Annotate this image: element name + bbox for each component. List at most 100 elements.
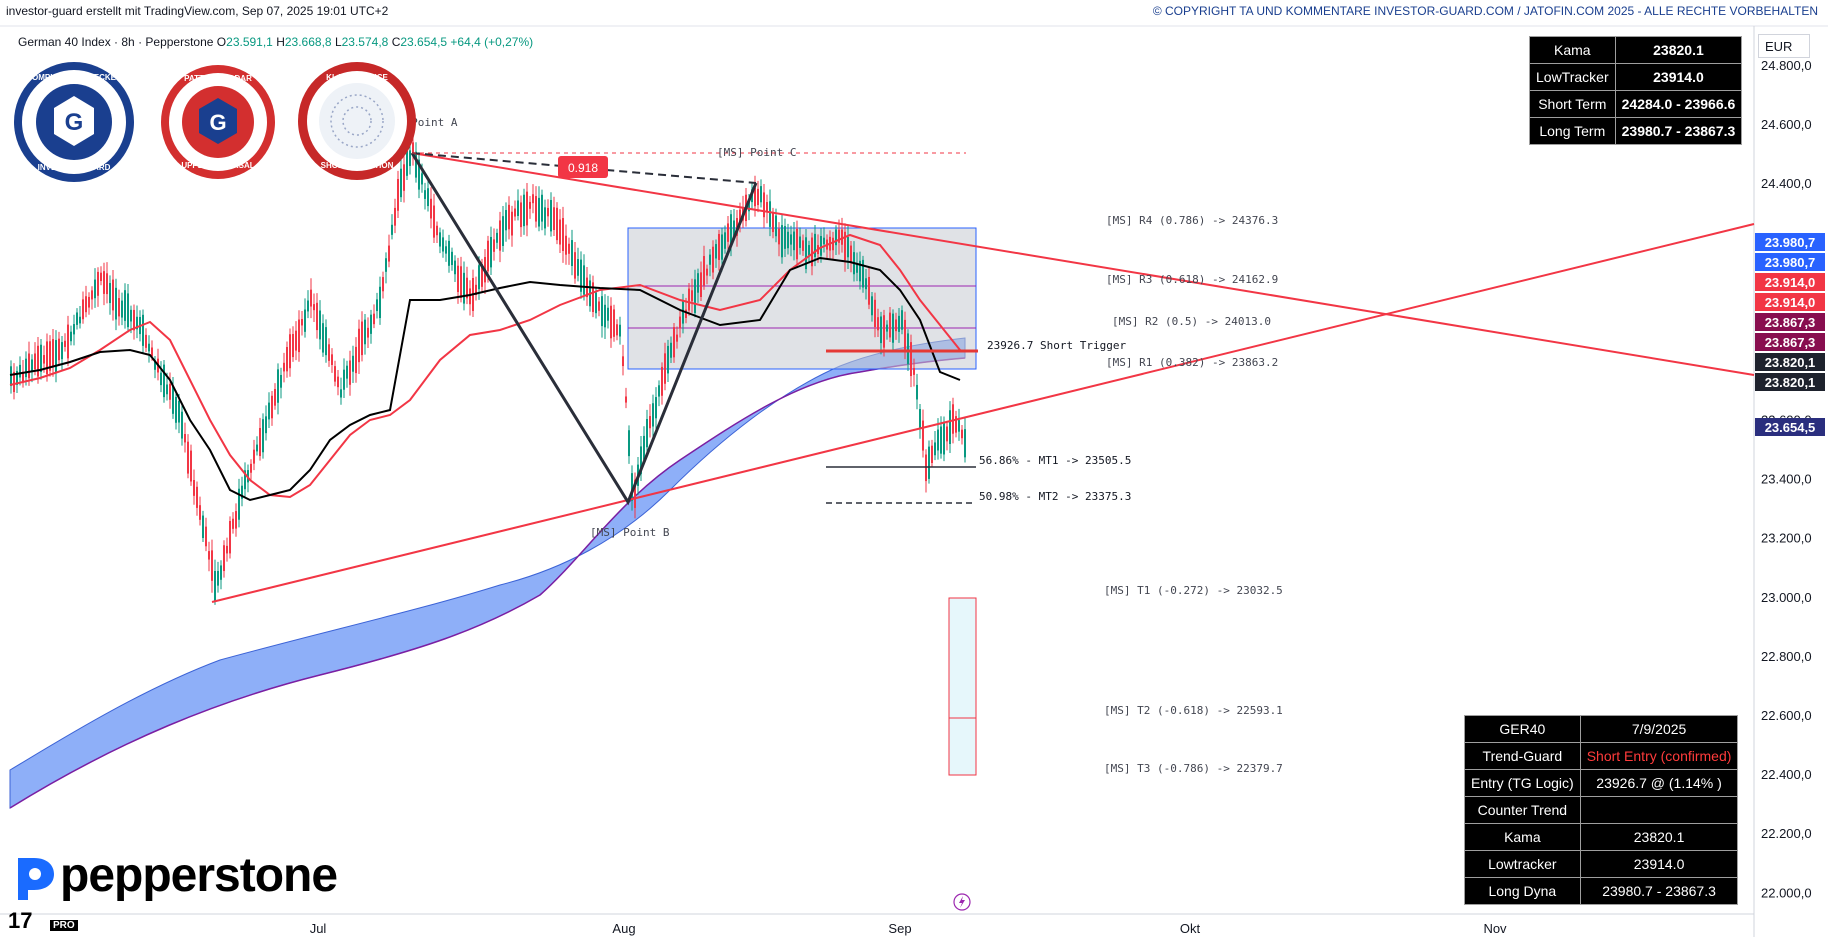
pattern-radar-badge: G PATTERN RADAR UPPER REVERSAL xyxy=(161,65,275,179)
candle-body xyxy=(964,429,966,458)
candle-body xyxy=(763,192,765,218)
candle-body xyxy=(94,279,96,299)
candle-body xyxy=(610,305,612,339)
currency-selector[interactable]: EUR xyxy=(1758,34,1810,58)
candle-body xyxy=(220,565,222,580)
trend-table-row: Entry (TG Logic) 23926.7 @ (1.14% ) xyxy=(1464,769,1739,797)
candle-body xyxy=(583,265,585,295)
candle-body xyxy=(280,374,282,388)
candle-body xyxy=(115,287,117,320)
candle-body xyxy=(376,299,378,312)
badge1-letter: G xyxy=(65,109,84,136)
candle-body xyxy=(793,231,795,251)
candle-body xyxy=(958,420,960,432)
candle-body xyxy=(862,259,864,288)
top-table-row: Short Term 24284.0 - 23966.6 xyxy=(1529,90,1743,118)
candle-body xyxy=(814,233,816,257)
price-label-bg xyxy=(1755,353,1825,371)
candle-body xyxy=(922,420,924,451)
candle-body xyxy=(85,296,87,313)
candle-body xyxy=(202,515,204,538)
candle-body xyxy=(925,454,927,482)
candle-body xyxy=(949,410,951,445)
candle-body xyxy=(595,292,597,314)
candle-body xyxy=(913,368,915,375)
candle-body xyxy=(154,360,156,370)
candle-body xyxy=(781,225,783,258)
candle-body xyxy=(541,194,543,222)
candle-body xyxy=(532,194,534,204)
lowtracker-line xyxy=(9,233,961,499)
candle-body xyxy=(199,505,201,520)
candle-body xyxy=(46,341,48,375)
candle-body xyxy=(955,416,957,433)
top-table-value: 23820.1 xyxy=(1614,36,1743,64)
lower-trendline xyxy=(211,223,1755,603)
price-tick-label: 23.000,0 xyxy=(1761,590,1812,605)
time-tick-label: Okt xyxy=(1180,921,1201,936)
price-tick-label: 22.000,0 xyxy=(1761,885,1812,900)
candle-body xyxy=(442,237,444,252)
price-tick-label: 23.400,0 xyxy=(1761,472,1812,487)
candle-body xyxy=(34,353,36,370)
candle-body xyxy=(466,277,468,299)
candle-body xyxy=(262,419,264,453)
price-label-bg xyxy=(1755,373,1825,391)
candle-body xyxy=(868,276,870,305)
symbol-ohlc-line[interactable]: German 40 Index · 8h · Pepperstone O23.5… xyxy=(18,35,533,49)
candle-body xyxy=(571,240,573,267)
candle-body xyxy=(223,545,225,572)
candle-body xyxy=(757,188,759,206)
candle-body xyxy=(388,245,390,262)
candle-body xyxy=(865,278,867,290)
top-table-value: 24284.0 - 23966.6 xyxy=(1614,90,1743,118)
price-tick-label: 22.200,0 xyxy=(1761,826,1812,841)
candle-body xyxy=(895,319,897,332)
candle-body xyxy=(118,298,120,317)
candle-body xyxy=(778,228,780,245)
top-info-table: Kama 23820.1 LowTracker 23914.0 Short Term 24… xyxy=(1529,36,1743,145)
candle-body xyxy=(391,224,393,235)
candle-body xyxy=(823,237,825,245)
candle-body xyxy=(361,321,363,356)
badge1-bottom: INVESTOR-GUARD xyxy=(38,163,111,172)
candle-body xyxy=(604,304,606,328)
candle-body xyxy=(184,433,186,443)
price-tick-label: 24.400,0 xyxy=(1761,176,1812,191)
candle-body xyxy=(76,312,78,325)
trend-table-row: Trend-Guard Short Entry (confirmed) xyxy=(1464,742,1739,770)
candle-body xyxy=(355,346,357,374)
candle-body xyxy=(142,314,144,346)
trend-cloud-lower-edge xyxy=(9,357,966,809)
level-r2-label: [MS] R2 (0.5) -> 24013.0 xyxy=(1112,315,1271,328)
candle-body xyxy=(292,333,294,358)
pro-badge: PRO xyxy=(50,920,78,931)
candle-body xyxy=(40,344,42,372)
candlestick-series xyxy=(10,135,966,605)
candle-body xyxy=(511,211,513,236)
candle-body xyxy=(640,446,642,475)
open-label: O xyxy=(216,35,227,49)
candle-body xyxy=(943,422,945,455)
trend-table-value: 23820.1 xyxy=(1579,823,1739,851)
candle-body xyxy=(250,463,252,473)
compliance-badge: G COMPLIANCE CHECKED INVESTOR-GUARD xyxy=(14,62,134,182)
candle-body xyxy=(748,202,750,212)
candle-body xyxy=(229,520,231,554)
lightning-icon[interactable] xyxy=(953,893,971,911)
candle-body xyxy=(58,338,60,361)
candle-body xyxy=(892,313,894,343)
candle-body xyxy=(226,545,228,554)
candle-body xyxy=(496,232,498,243)
top-table-row: Long Term 23980.7 - 23867.3 xyxy=(1529,117,1743,145)
candle-body xyxy=(91,290,93,300)
candle-body xyxy=(193,479,195,496)
candle-body xyxy=(688,288,690,311)
candle-body xyxy=(295,330,297,351)
candle-body xyxy=(646,418,648,448)
candle-body xyxy=(22,371,24,383)
high-value: 23.668,8 xyxy=(284,35,332,49)
candle-body xyxy=(67,324,69,359)
trend-table-value: 23980.7 - 23867.3 xyxy=(1579,877,1739,905)
